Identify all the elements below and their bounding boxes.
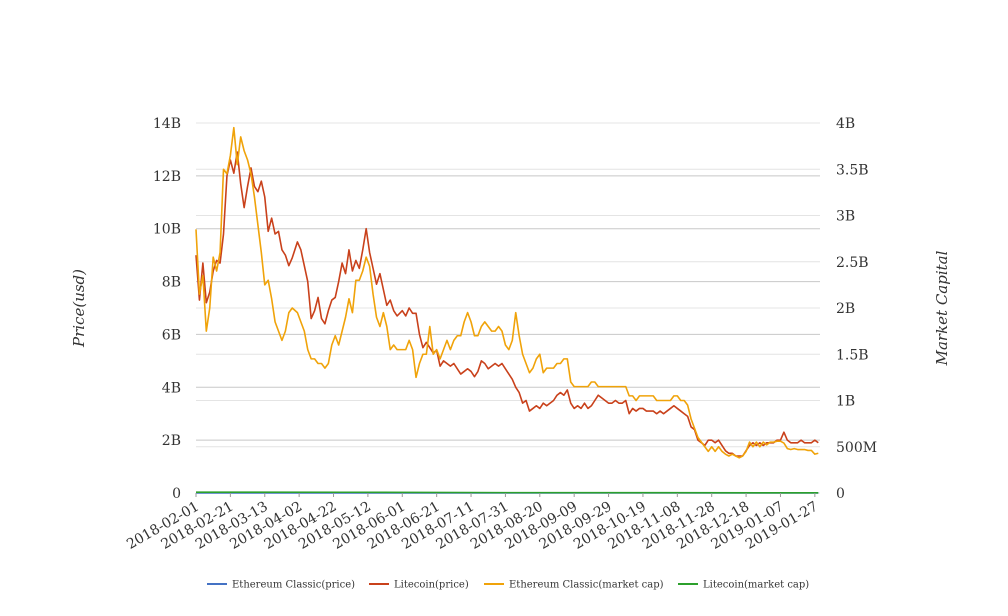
right-tick-label: 0 [836,486,845,502]
right-tick-label: 4B [836,116,855,132]
series-line-ethereum-classic-market-cap [195,126,819,459]
legend-label: Litecoin(market cap) [703,580,809,591]
series-line-litecoin-price [195,151,819,457]
legend-label: Ethereum Classic(market cap) [509,580,664,591]
left-tick-label: 4B [162,380,181,396]
left-tick-label: 8B [162,275,181,291]
legend-label: Litecoin(price) [394,580,469,591]
grid-lines [196,122,820,494]
legend: Ethereum Classic(price) Litecoin(price) Et… [207,580,809,591]
left-tick-label: 2B [162,433,181,449]
series-line-litecoin-market-cap [195,491,819,494]
left-tick-label: 6B [162,327,181,343]
right-tick-label: 1B [836,394,855,410]
right-tick-label: 1.5B [836,347,869,363]
right-tick-label: 3.5B [836,162,869,178]
left-tick-label: 14B [153,116,181,132]
series-layer [195,126,819,494]
legend-label: Ethereum Classic(price) [232,580,355,591]
x-axis: 2018-02-012018-02-212018-03-132018-04-02… [124,493,821,553]
left-tick-label: 12B [153,169,181,185]
right-tick-label: 500M [836,440,877,456]
right-tick-label: 2.5B [836,255,869,271]
left-y-axis: 0 2B 4B 6B 8B 10B 12B 14B [153,116,181,502]
right-tick-label: 3B [836,209,855,225]
right-tick-label: 2B [836,301,855,317]
left-tick-label: 0 [172,486,181,502]
right-y-axis: 0 500M 1B 1.5B 2B 2.5B 3B 3.5B 4B [836,116,877,502]
right-axis-title: Market Capital [933,250,951,366]
left-axis-title: Price(usd) [70,269,88,348]
left-tick-label: 10B [153,222,181,238]
